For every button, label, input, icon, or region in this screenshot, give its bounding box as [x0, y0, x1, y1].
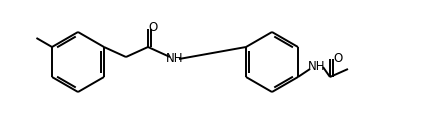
Text: O: O — [148, 21, 158, 34]
Text: NH: NH — [166, 52, 184, 66]
Text: NH: NH — [308, 60, 326, 73]
Text: O: O — [333, 53, 343, 66]
